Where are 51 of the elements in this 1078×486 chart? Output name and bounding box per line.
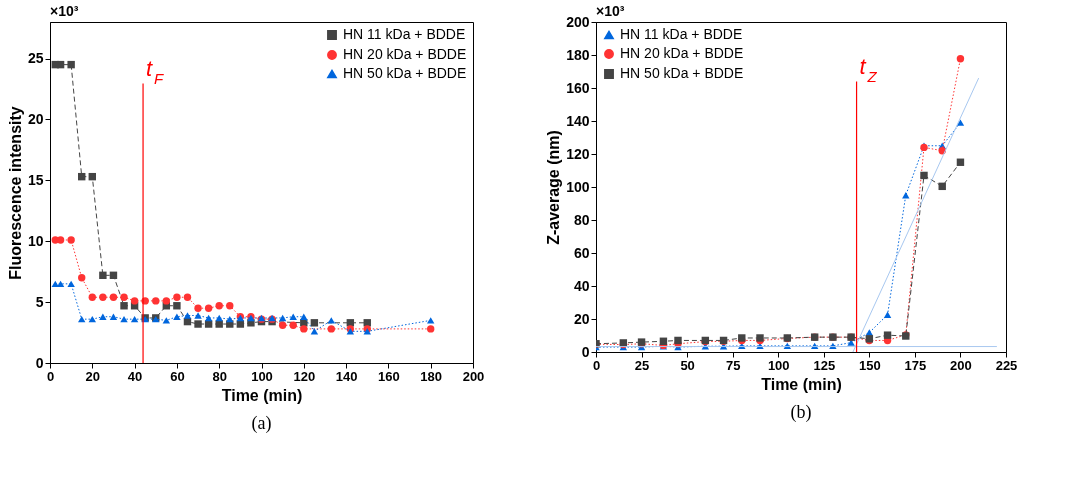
y-tick-label: 160 xyxy=(566,79,590,96)
x-tick-label: 140 xyxy=(335,368,358,384)
y-tick-label: 0 xyxy=(581,343,590,360)
legend-label: HN 50 kDa + BDDE xyxy=(620,65,744,81)
x-tick-label: 25 xyxy=(634,357,650,373)
x-tick-label: 80 xyxy=(212,368,227,384)
y-tick-label: 15 xyxy=(27,171,44,188)
x-tick-label: 150 xyxy=(858,357,881,373)
legend-label: HN 11 kDa + BDDE xyxy=(620,26,743,42)
y-tick-label: 200 xyxy=(566,13,590,30)
y-tick-label: 10 xyxy=(27,232,44,249)
y-tick-label: 100 xyxy=(566,178,590,195)
x-tick-label: 160 xyxy=(378,368,400,384)
y-tick-label: 20 xyxy=(27,110,44,127)
y-tick-label: 5 xyxy=(35,293,44,310)
x-tick-label: 120 xyxy=(293,368,316,384)
y-tick-label: 40 xyxy=(573,277,590,294)
y-tick-label: 140 xyxy=(566,112,590,129)
legend-label: HN 11 kDa + BDDE xyxy=(343,26,466,42)
x-tick-label: 20 xyxy=(85,368,101,384)
legend-label: HN 20 kDa + BDDE xyxy=(620,45,744,61)
legend-label: HN 20 kDa + BDDE xyxy=(343,46,467,62)
y-axis-title: Fluorescence intensity xyxy=(6,106,24,280)
x-tick-label: 40 xyxy=(127,368,143,384)
x-axis-title: Time (min) xyxy=(221,386,303,404)
x-tick-label: 125 xyxy=(813,357,836,373)
text: (a) xyxy=(251,413,272,434)
y-tick-label: 60 xyxy=(573,244,590,261)
x-tick-label: 100 xyxy=(767,357,790,373)
x-tick-label: 180 xyxy=(420,368,443,384)
x-tick-label: 175 xyxy=(904,357,927,373)
y-tick-label: 80 xyxy=(573,211,590,228)
text: ×10³ xyxy=(596,3,625,19)
y-axis-title: Z-average (nm) xyxy=(545,130,563,245)
x-axis-title: Time (min) xyxy=(761,375,842,393)
x-tick-label: 200 xyxy=(950,357,972,373)
x-tick-label: 75 xyxy=(725,357,741,373)
y-tick-label: 25 xyxy=(27,50,44,67)
legend-label: HN 50 kDa + BDDE xyxy=(343,65,467,81)
x-tick-label: 200 xyxy=(462,368,485,384)
text: ×10³ xyxy=(50,3,79,19)
x-tick-label: 100 xyxy=(251,368,273,384)
x-tick-label: 50 xyxy=(680,357,695,373)
x-tick-label: 0 xyxy=(592,357,601,373)
text: (b) xyxy=(790,402,812,423)
y-tick-label: 120 xyxy=(566,145,590,162)
x-tick-label: 60 xyxy=(170,368,185,384)
x-tick-label: 225 xyxy=(995,357,1018,373)
y-tick-label: 180 xyxy=(566,46,590,63)
x-tick-label: 0 xyxy=(46,368,55,384)
y-tick-label: 20 xyxy=(573,310,590,327)
